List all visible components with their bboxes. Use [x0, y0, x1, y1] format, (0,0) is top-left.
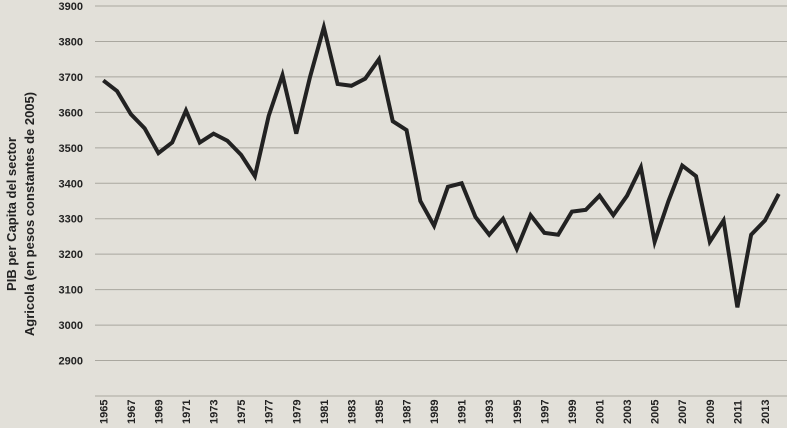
y-tick-label: 3600 — [59, 107, 83, 119]
y-axis-title-line2: Agricola (en pesos constantes de 2005) — [22, 92, 37, 336]
x-tick-label: 1975 — [236, 400, 248, 424]
y-tick-label: 3900 — [59, 1, 83, 13]
x-tick-label: 2013 — [760, 400, 772, 424]
x-tick-label: 2007 — [677, 400, 689, 424]
x-tick-label: 2009 — [705, 400, 717, 424]
x-tick-label: 1999 — [567, 400, 579, 424]
y-tick-label: 3400 — [59, 178, 83, 190]
x-tick-label: 2001 — [595, 400, 607, 424]
x-tick-label: 1977 — [264, 400, 276, 424]
y-tick-label: 3500 — [59, 143, 83, 155]
y-tick-label: 3200 — [59, 249, 83, 261]
x-tick-label: 1985 — [374, 400, 386, 424]
x-tick-label: 1995 — [512, 400, 524, 424]
x-tick-label: 1997 — [539, 400, 551, 424]
x-tick-label: 1983 — [346, 400, 358, 424]
y-tick-label: 3800 — [59, 36, 83, 48]
y-tick-label: 3700 — [59, 72, 83, 84]
y-tick-label: 2900 — [59, 356, 83, 368]
y-tick-label: 3300 — [59, 214, 83, 226]
x-tick-label: 2005 — [650, 400, 662, 424]
x-tick-label: 1969 — [153, 400, 165, 424]
x-tick-label: 1965 — [98, 400, 110, 424]
x-tick-label: 1987 — [402, 400, 414, 424]
y-tick-label: 3000 — [59, 320, 83, 332]
x-tick-label: 1993 — [484, 400, 496, 424]
x-tick-label: 2011 — [732, 400, 744, 424]
x-tick-label: 1967 — [126, 400, 138, 424]
x-tick-label: 1981 — [319, 400, 331, 424]
y-axis-title-line1: PIB per Capita del sector — [4, 137, 19, 291]
x-tick-label: 1973 — [209, 400, 221, 424]
x-tick-label: 1991 — [457, 400, 469, 424]
x-tick-label: 1971 — [181, 400, 193, 424]
x-tick-label: 2003 — [622, 400, 634, 424]
x-tick-label: 1979 — [291, 400, 303, 424]
data-line — [102, 19, 781, 308]
x-tick-label: 1989 — [429, 400, 441, 424]
y-tick-label: 3100 — [59, 285, 83, 297]
